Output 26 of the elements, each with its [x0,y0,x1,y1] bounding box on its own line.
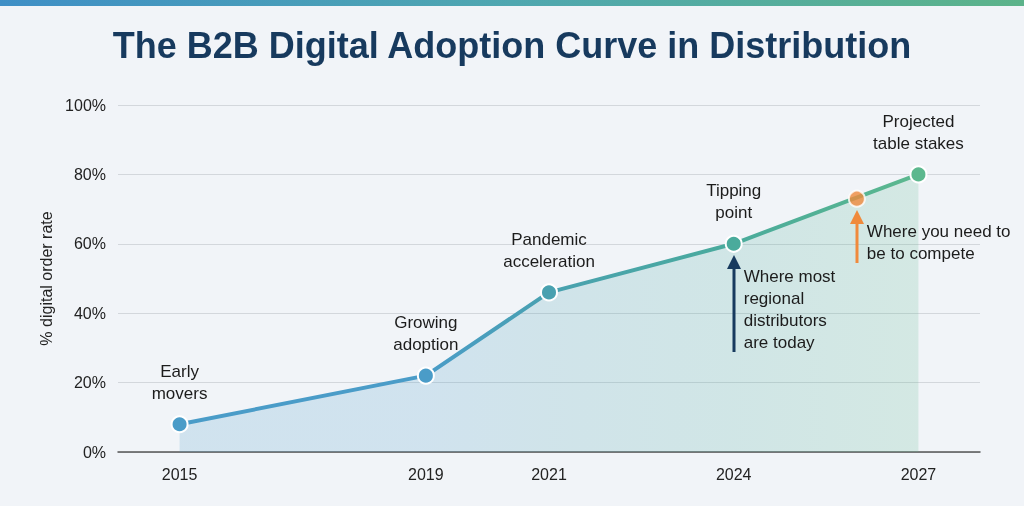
point [540,283,558,302]
point [847,189,866,208]
y-tick-label: 80% [73,165,106,183]
annotation: Early movers [151,361,208,403]
y-axis-title: % digital order rate [37,211,55,346]
point [416,366,435,385]
y-tick-label: 20% [73,374,106,392]
y-tick-label: 60% [73,235,106,253]
annotation: Pandemic acceleration [503,229,595,271]
annotation: Where most regional distributors are today [743,267,836,353]
annotation: Where you need to be to compete [866,222,1011,264]
x-tick-label: 2019 [408,465,444,483]
x-tick-label: 2024 [715,465,752,483]
point [170,415,189,434]
x-tick-label: 2015 [161,465,198,483]
point [724,234,743,253]
x-tick-label: 2027 [900,465,937,483]
chart-title: The B2B Digital Adoption Curve in Distribution [112,24,912,66]
annotation: Projected table stakes [873,111,964,153]
annotation: Tipping point [706,181,762,223]
y-tick-label: 40% [73,304,106,322]
x-tick-label: 2021 [531,465,567,483]
point [909,165,928,184]
annotation: Growing adoption [393,313,459,355]
y-tick-label: 100% [65,96,106,114]
y-tick-label: 0% [82,443,106,461]
